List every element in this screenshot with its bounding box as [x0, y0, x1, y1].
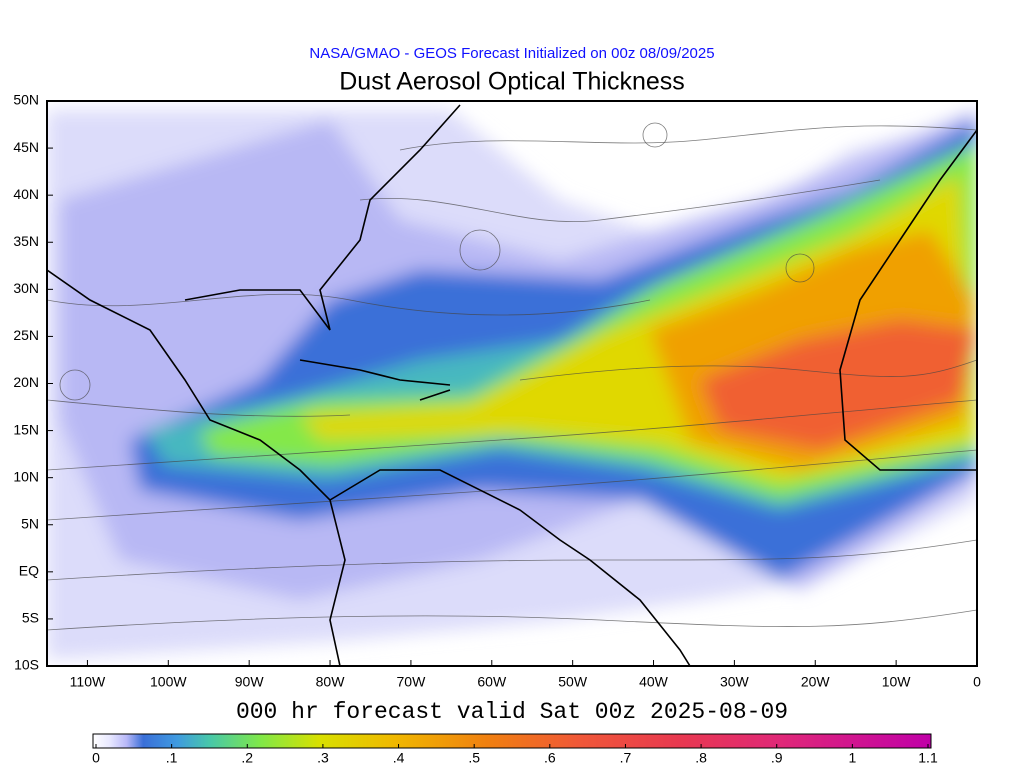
colorbar-label: .4 [393, 750, 405, 766]
lat-label: 5S [22, 610, 39, 626]
lat-label: 40N [13, 186, 39, 202]
lat-label: EQ [19, 563, 39, 579]
lat-label: 50N [13, 92, 39, 108]
colorbar-label: 0 [92, 750, 100, 766]
lat-label: 10S [14, 657, 39, 673]
colorbar-label: .2 [241, 750, 253, 766]
lat-label: 5N [21, 515, 39, 531]
colorbar-label: .3 [317, 750, 329, 766]
lat-label: 25N [13, 327, 39, 343]
lon-label: 10W [882, 674, 912, 690]
coastlines [47, 104, 977, 666]
colorbar-label: .7 [620, 750, 632, 766]
colorbar-label: .5 [468, 750, 480, 766]
lat-label: 45N [13, 139, 39, 155]
lat-label: 10N [13, 468, 39, 484]
colorbar-label: .8 [695, 750, 707, 766]
lon-label: 60W [477, 674, 507, 690]
lon-label: 90W [235, 674, 265, 690]
lon-label: 80W [316, 674, 346, 690]
streamlines [47, 122, 977, 631]
lon-label: 70W [397, 674, 427, 690]
lon-label: 0 [973, 674, 981, 690]
lon-label: 50W [558, 674, 588, 690]
lon-label: 30W [720, 674, 750, 690]
colorbar-label: 1 [848, 750, 856, 766]
lon-label: 110W [70, 674, 106, 690]
colorbar-label: 1.1 [918, 750, 938, 766]
lat-label: 15N [13, 421, 39, 437]
lon-label: 40W [639, 674, 669, 690]
colorbar-label: .9 [771, 750, 783, 766]
lat-label: 35N [13, 233, 39, 249]
colorbar-label: .6 [544, 750, 556, 766]
lon-label: 100W [150, 674, 187, 690]
subtitle: NASA/GMAO - GEOS Forecast Initialized on… [309, 45, 714, 62]
valid-time: 000 hr forecast valid Sat 00z 2025-08-09 [236, 699, 788, 725]
colorbar-label: .1 [166, 750, 178, 766]
lat-label: 30N [13, 280, 39, 296]
lat-label: 20N [13, 374, 39, 390]
map-field [47, 101, 977, 666]
colorbar [92, 733, 932, 749]
lon-label: 20W [801, 674, 831, 690]
title: Dust Aerosol Optical Thickness [339, 68, 685, 96]
